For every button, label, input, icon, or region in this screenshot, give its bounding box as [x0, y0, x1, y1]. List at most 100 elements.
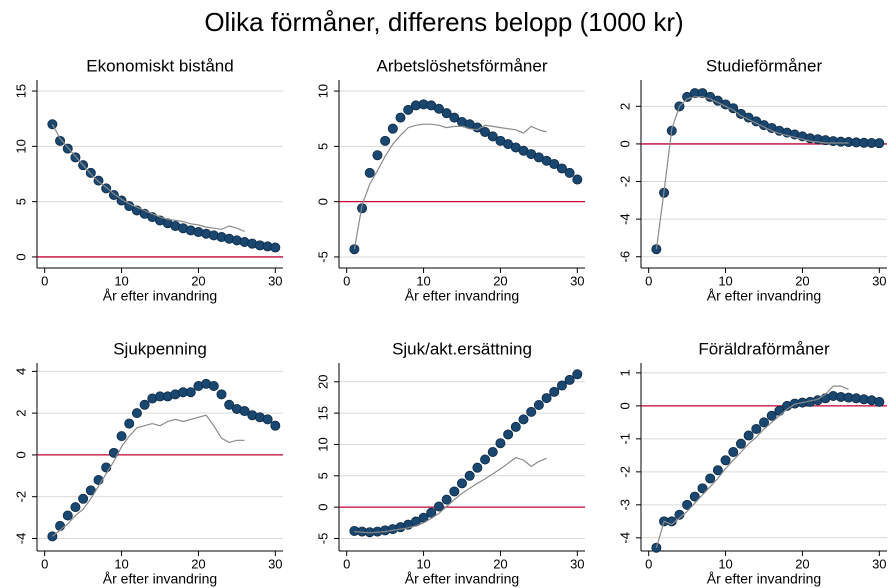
x-tick-label: 0 — [645, 273, 652, 288]
data-point — [433, 103, 444, 114]
data-point — [541, 393, 552, 404]
series-line — [51, 123, 245, 233]
x-tick-label: 30 — [872, 273, 886, 288]
data-point — [116, 431, 127, 442]
data-point — [549, 386, 560, 397]
data-point — [78, 493, 89, 504]
data-point — [262, 414, 273, 425]
data-point — [564, 374, 575, 385]
x-tick-label: 10 — [718, 273, 732, 288]
y-tick-label: -1 — [617, 433, 632, 445]
data-point — [480, 454, 491, 465]
y-tick-label: 20 — [315, 375, 330, 389]
data-point — [728, 447, 739, 458]
data-point — [572, 369, 583, 380]
x-tick-label: 10 — [114, 273, 128, 288]
y-tick-label: 0 — [315, 504, 330, 511]
data-point — [403, 104, 414, 115]
data-point — [124, 418, 135, 429]
x-tick-label: 30 — [570, 273, 584, 288]
data-point — [55, 135, 66, 146]
x-tick-label: 20 — [795, 556, 809, 571]
data-point — [108, 190, 119, 201]
data-point — [224, 399, 235, 410]
data-point — [139, 399, 150, 410]
subplot-title: Föräldraförmåner — [698, 339, 830, 358]
data-point — [426, 507, 437, 518]
x-tick-label: 30 — [268, 273, 282, 288]
y-tick-label: 0 — [315, 198, 330, 205]
x-axis-label: År efter invandring — [405, 571, 519, 587]
data-point — [472, 462, 483, 473]
x-tick-label: 20 — [795, 273, 809, 288]
data-point — [433, 501, 444, 512]
y-tick-label: 15 — [13, 84, 28, 98]
data-point — [131, 408, 142, 419]
data-point — [487, 446, 498, 457]
y-tick-label: -2 — [617, 466, 632, 478]
data-point — [441, 108, 452, 119]
subplot-title: Arbetslöshetsförmåner — [376, 56, 547, 75]
y-tick-label: 0 — [13, 451, 28, 458]
x-axis-label: År efter invandring — [405, 288, 519, 304]
x-tick-label: 20 — [191, 556, 205, 571]
series-line — [52, 414, 245, 537]
x-tick-label: 0 — [645, 556, 652, 571]
x-axis-label: År efter invandring — [103, 288, 217, 304]
data-point — [270, 420, 281, 431]
x-tick-label: 0 — [41, 273, 48, 288]
data-point — [751, 423, 762, 434]
y-tick-label: 0 — [617, 402, 632, 409]
x-tick-label: 30 — [268, 556, 282, 571]
x-axis-label: År efter invandring — [707, 571, 821, 587]
data-point — [62, 510, 73, 521]
data-point — [735, 438, 746, 449]
data-point — [349, 244, 360, 255]
data-point — [712, 465, 723, 476]
y-tick-label: 2 — [13, 410, 28, 417]
data-point — [495, 438, 506, 449]
data-point — [55, 520, 66, 531]
x-tick-label: 0 — [343, 273, 350, 288]
x-tick-label: 20 — [493, 556, 507, 571]
x-tick-label: 30 — [872, 556, 886, 571]
data-point — [503, 429, 514, 440]
data-point — [874, 396, 885, 407]
data-point — [682, 499, 693, 510]
x-tick-label: 30 — [570, 556, 584, 571]
x-tick-label: 10 — [114, 556, 128, 571]
y-tick-label: -5 — [315, 533, 330, 545]
x-tick-label: 10 — [416, 556, 430, 571]
data-point — [572, 174, 583, 185]
chart-title: Olika förmåner, differens belopp (1000 k… — [204, 7, 683, 37]
subplot-title: Sjuk/akt.ersättning — [392, 339, 532, 358]
y-tick-label: -4 — [617, 213, 632, 225]
y-tick-label: -4 — [617, 532, 632, 544]
y-tick-label: 10 — [315, 84, 330, 98]
data-point — [556, 163, 567, 174]
data-point — [705, 473, 716, 484]
data-point — [441, 494, 452, 505]
x-tick-label: 0 — [41, 556, 48, 571]
data-point — [270, 242, 281, 253]
y-tick-label: -4 — [13, 533, 28, 545]
y-tick-label: 1 — [617, 369, 632, 376]
data-point — [549, 159, 560, 170]
data-point — [372, 150, 383, 161]
subplot-title: Ekonomiskt bistånd — [86, 56, 233, 75]
data-point — [743, 430, 754, 441]
y-tick-label: -2 — [617, 176, 632, 188]
y-tick-label: 5 — [315, 472, 330, 479]
data-point — [556, 380, 567, 391]
y-tick-label: -5 — [315, 251, 330, 263]
subplot-title: Sjukpenning — [113, 339, 207, 358]
x-tick-label: 20 — [493, 273, 507, 288]
y-tick-label: -6 — [617, 251, 632, 263]
x-tick-label: 0 — [343, 556, 350, 571]
data-point — [185, 387, 196, 398]
data-point — [464, 470, 475, 481]
data-point — [689, 491, 700, 502]
series-line — [353, 123, 547, 250]
data-point — [564, 167, 575, 178]
